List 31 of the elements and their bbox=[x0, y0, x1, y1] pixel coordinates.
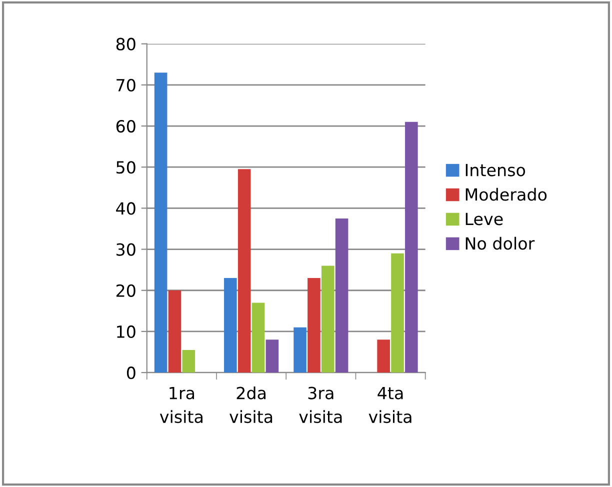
y-tick-label: 50 bbox=[116, 161, 136, 174]
bar bbox=[294, 327, 306, 373]
bar bbox=[308, 278, 320, 373]
bar bbox=[377, 340, 390, 373]
legend-label: Leve bbox=[466, 212, 503, 226]
y-tick-label: 0 bbox=[126, 366, 136, 380]
legend-label: No dolor bbox=[466, 236, 535, 250]
y-tick-label: 80 bbox=[116, 38, 136, 50]
x-tick-label: 2da visita bbox=[230, 386, 272, 424]
legend-label: Moderado bbox=[466, 188, 547, 201]
x-tick-label: 1ra visita bbox=[160, 386, 202, 424]
legend-label: Intenso bbox=[466, 164, 526, 176]
bar bbox=[224, 278, 237, 373]
bar bbox=[168, 290, 182, 373]
x-tick-label: 3ra visita bbox=[299, 386, 342, 424]
bar bbox=[154, 72, 168, 373]
bar bbox=[405, 122, 418, 373]
bar bbox=[182, 350, 196, 373]
bar bbox=[335, 218, 348, 373]
x-tick-label: 4ta visita bbox=[368, 386, 412, 424]
y-tick-label: 60 bbox=[116, 120, 136, 133]
bar bbox=[252, 302, 265, 373]
y-tick-label: 20 bbox=[116, 284, 136, 297]
y-tick-label: 40 bbox=[116, 202, 136, 215]
y-tick-label: 70 bbox=[116, 78, 136, 92]
bar bbox=[321, 266, 334, 373]
bar bbox=[238, 169, 251, 373]
y-tick-label: 30 bbox=[116, 243, 136, 256]
bar bbox=[391, 253, 404, 373]
bar bbox=[266, 340, 279, 373]
y-tick-label: 10 bbox=[117, 325, 136, 338]
